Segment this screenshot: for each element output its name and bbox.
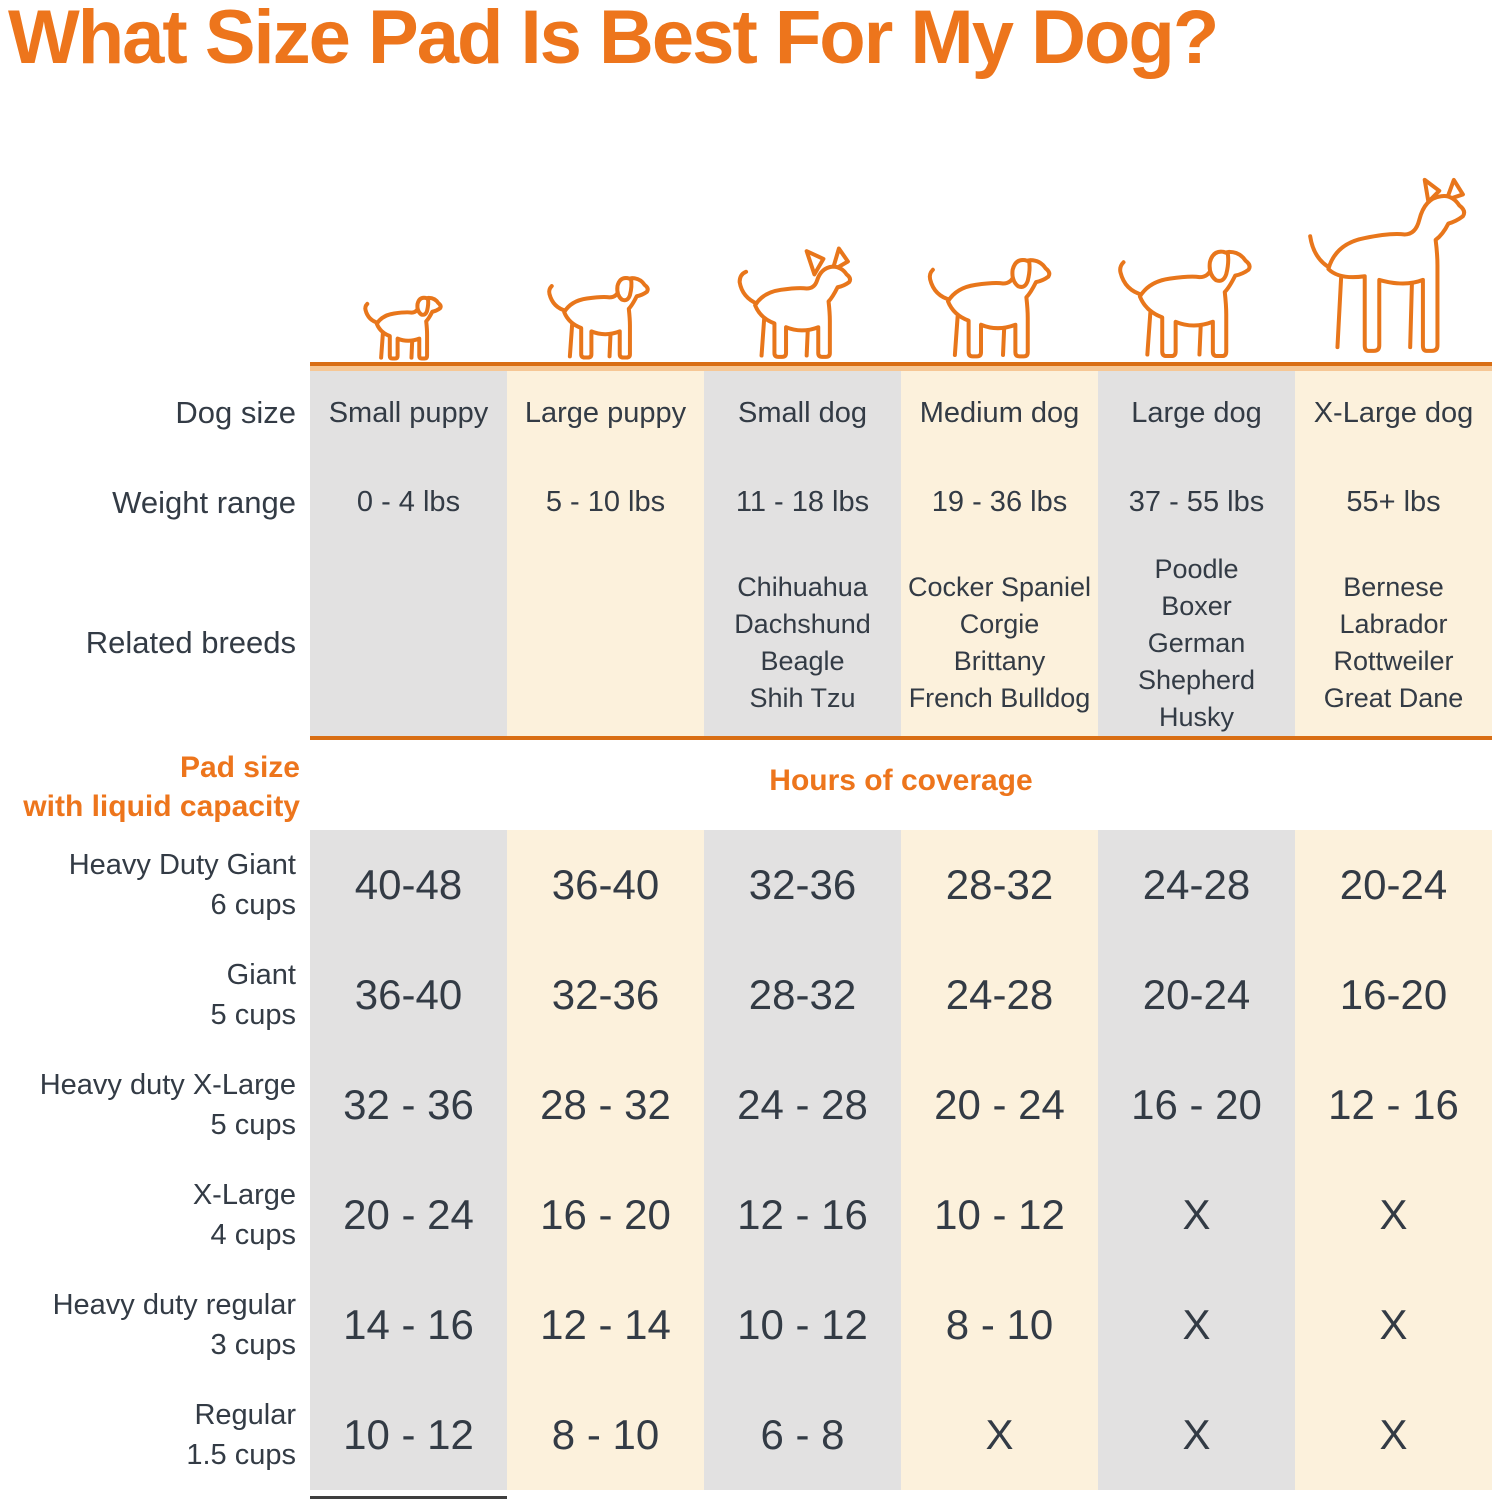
hours-cell: 8 - 10 xyxy=(507,1380,704,1490)
breed-name: Cocker Spaniel xyxy=(907,572,1092,602)
row-label-dog-size: Dog size xyxy=(0,371,310,455)
hours-cell: 28-32 xyxy=(901,830,1098,940)
hours-cell: 32 - 36 xyxy=(310,1050,507,1160)
hours-cell: 10 - 12 xyxy=(704,1270,901,1380)
large-puppy-icon xyxy=(506,168,702,362)
hours-cell: X xyxy=(1098,1380,1295,1490)
hours-cell: 16 - 20 xyxy=(507,1160,704,1270)
pad-row-label: Heavy duty X-Large 5 cups xyxy=(0,1050,310,1160)
pad-row-label: Giant 5 cups xyxy=(0,940,310,1050)
pad-hours-table: Heavy Duty Giant 6 cups 40-48 36-40 32-3… xyxy=(0,830,1492,1490)
pad-row-label: Heavy Duty Giant 6 cups xyxy=(0,830,310,940)
hours-cell: 36-40 xyxy=(507,830,704,940)
breed-name: Husky xyxy=(1158,701,1234,732)
hours-cell: 12 - 16 xyxy=(1295,1050,1492,1160)
column-header-small-dog: Small dog xyxy=(704,371,901,455)
weight-range-cell: 11 - 18 lbs xyxy=(704,455,901,550)
hours-cell: 16 - 20 xyxy=(1098,1050,1295,1160)
dog-icons-row xyxy=(310,168,1492,362)
breeds-cell xyxy=(310,550,507,736)
hours-cell: X xyxy=(1295,1270,1492,1380)
bottom-edge-line xyxy=(310,1496,507,1499)
breed-name: Brittany xyxy=(953,646,1046,676)
hours-cell: X xyxy=(901,1380,1098,1490)
section-divider-line xyxy=(310,736,1492,740)
breeds-cell: Chihuahua Dachshund Beagle Shih Tzu xyxy=(704,550,901,736)
hours-cell: 28-32 xyxy=(704,940,901,1050)
column-header-large-dog: Large dog xyxy=(1098,371,1295,455)
ground-line-highlight xyxy=(310,366,1492,371)
hours-cell: X xyxy=(1098,1160,1295,1270)
hours-cell: 20-24 xyxy=(1098,940,1295,1050)
hours-cell: X xyxy=(1295,1380,1492,1490)
breed-name: Shih Tzu xyxy=(749,683,856,713)
hours-cell: 36-40 xyxy=(310,940,507,1050)
hours-of-coverage-header: Hours of coverage xyxy=(769,764,1033,797)
large-dog-icon xyxy=(1096,168,1292,362)
ground-line xyxy=(310,362,1492,366)
hours-cell: 10 - 12 xyxy=(310,1380,507,1490)
hours-cell: X xyxy=(1295,1160,1492,1270)
breed-name: Beagle xyxy=(760,646,845,676)
breeds-cell: Bernese Labrador Rottweiler Great Dane xyxy=(1295,550,1492,736)
pad-row-label: X-Large 4 cups xyxy=(0,1160,310,1270)
breed-name: German Shepherd xyxy=(1137,627,1256,695)
breeds-cell: Cocker Spaniel Corgie Brittany French Bu… xyxy=(901,550,1098,736)
breed-name: Corgie xyxy=(959,609,1040,639)
breeds-cell xyxy=(507,550,704,736)
hours-cell: 24 - 28 xyxy=(704,1050,901,1160)
breed-name: Chihuahua xyxy=(737,572,868,602)
page-title: What Size Pad Is Best For My Dog? xyxy=(8,0,1219,80)
hours-cell: 40-48 xyxy=(310,830,507,940)
hours-cell: 12 - 14 xyxy=(507,1270,704,1380)
breed-name: Great Dane xyxy=(1323,683,1464,713)
breed-name: Poodle xyxy=(1154,553,1239,584)
hours-cell: 16-20 xyxy=(1295,940,1492,1050)
breed-name: Bernese xyxy=(1343,572,1444,602)
hours-cell: 14 - 16 xyxy=(310,1270,507,1380)
hours-cell: 20 - 24 xyxy=(901,1050,1098,1160)
small-dog-icon xyxy=(703,168,899,362)
hours-cell: X xyxy=(1098,1270,1295,1380)
breeds-cell: Poodle Boxer German Shepherd Husky xyxy=(1098,550,1295,736)
pad-row-label: Heavy duty regular 3 cups xyxy=(0,1270,310,1380)
hours-cell: 6 - 8 xyxy=(704,1380,901,1490)
weight-range-cell: 55+ lbs xyxy=(1295,455,1492,550)
hours-cell: 8 - 10 xyxy=(901,1270,1098,1380)
breed-name: Dachshund xyxy=(734,609,871,639)
weight-range-cell: 0 - 4 lbs xyxy=(310,455,507,550)
column-header-large-puppy: Large puppy xyxy=(507,371,704,455)
breed-name: Boxer xyxy=(1161,590,1232,621)
hours-cell: 10 - 12 xyxy=(901,1160,1098,1270)
dog-size-table: Dog size Small puppy Large puppy Small d… xyxy=(0,371,1492,736)
small-puppy-icon xyxy=(310,168,506,362)
breed-name: French Bulldog xyxy=(908,683,1091,713)
weight-range-cell: 37 - 55 lbs xyxy=(1098,455,1295,550)
hours-cell: 12 - 16 xyxy=(704,1160,901,1270)
row-label-weight-range: Weight range xyxy=(0,455,310,550)
breed-name: Labrador xyxy=(1339,609,1448,639)
column-header-x-large-dog: X-Large dog xyxy=(1295,371,1492,455)
hours-cell: 24-28 xyxy=(1098,830,1295,940)
hours-cell: 32-36 xyxy=(704,830,901,940)
hours-cell: 20-24 xyxy=(1295,830,1492,940)
hours-cell: 20 - 24 xyxy=(310,1160,507,1270)
column-header-medium-dog: Medium dog xyxy=(901,371,1098,455)
row-label-related-breeds: Related breeds xyxy=(0,550,310,736)
weight-range-cell: 5 - 10 lbs xyxy=(507,455,704,550)
weight-range-cell: 19 - 36 lbs xyxy=(901,455,1098,550)
column-header-small-puppy: Small puppy xyxy=(310,371,507,455)
hours-cell: 28 - 32 xyxy=(507,1050,704,1160)
hours-cell: 24-28 xyxy=(901,940,1098,1050)
pad-row-label: Regular 1.5 cups xyxy=(0,1380,310,1490)
breed-name: Rottweiler xyxy=(1333,646,1454,676)
hours-cell: 32-36 xyxy=(507,940,704,1050)
pad-size-column-label: Pad size with liquid capacity xyxy=(23,751,300,823)
medium-dog-icon xyxy=(899,168,1095,362)
x-large-dog-icon xyxy=(1292,168,1492,362)
